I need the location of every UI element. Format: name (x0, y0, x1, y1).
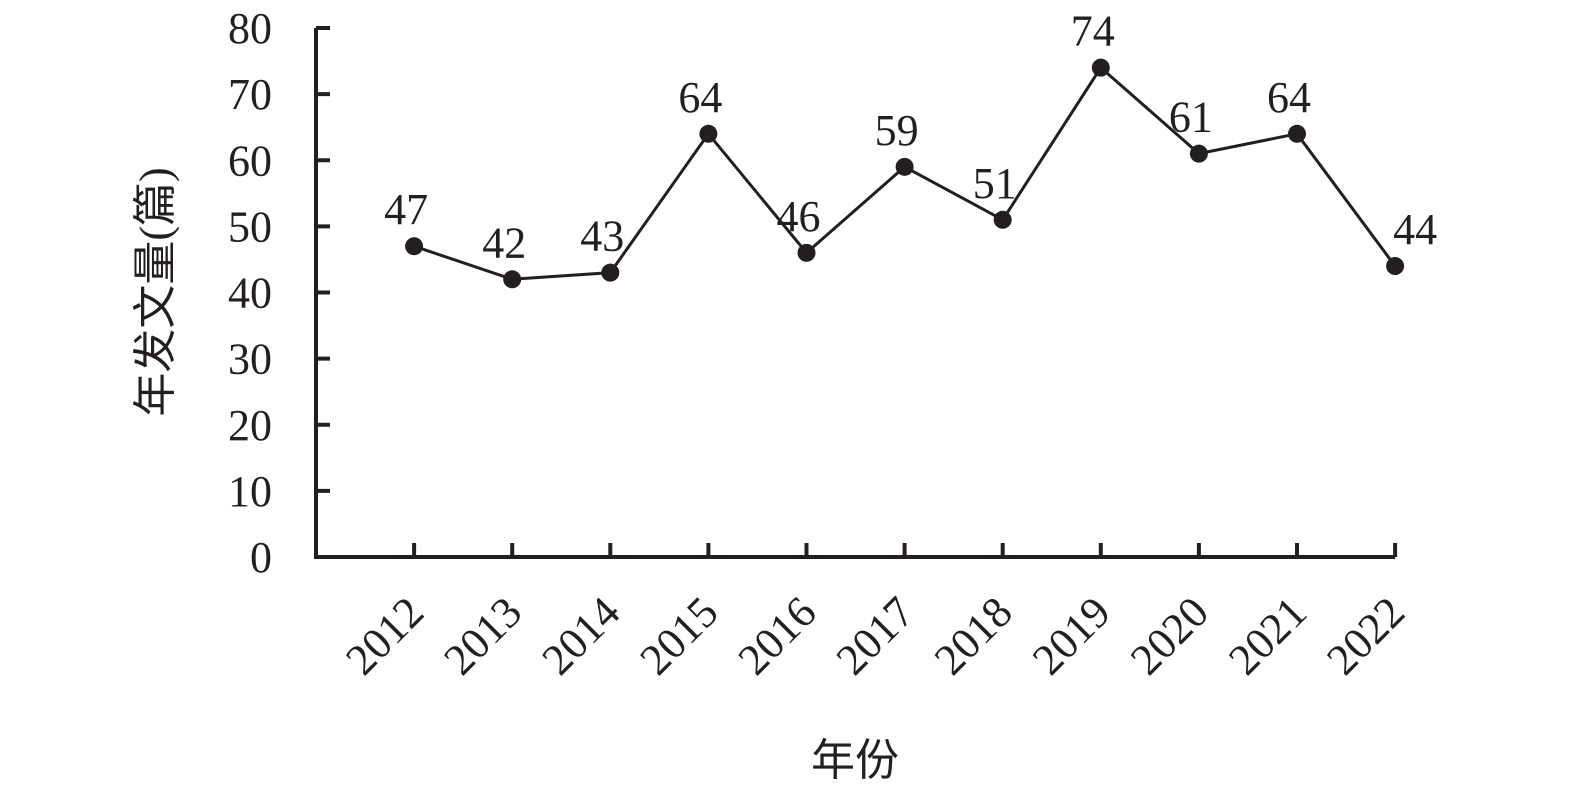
point (993, 210, 1012, 229)
data-label: 46 (777, 192, 821, 241)
y-tick-label: 10 (228, 467, 272, 516)
x-tick-label: 2021 (1219, 587, 1316, 684)
point (797, 243, 816, 262)
y-tick-label: 40 (228, 269, 272, 318)
x-tick-label: 2015 (631, 587, 728, 684)
data-label: 44 (1393, 205, 1437, 254)
data-label: 51 (973, 159, 1017, 208)
point (405, 237, 424, 256)
point (699, 124, 718, 143)
x-tick-label: 2018 (925, 587, 1022, 684)
data-label: 64 (1267, 73, 1311, 122)
x-tick-label: 2019 (1023, 587, 1120, 684)
data-label: 43 (580, 212, 624, 261)
y-tick-label: 50 (228, 202, 272, 251)
point (503, 270, 522, 289)
x-tick-label: 2020 (1121, 587, 1218, 684)
y-tick-label: 20 (228, 401, 272, 450)
y-axis-title: 年发文量(篇) (131, 167, 180, 416)
data-label: 64 (678, 73, 722, 122)
point (1091, 58, 1110, 77)
y-tick-label: 60 (228, 136, 272, 185)
y-tick-label: 70 (228, 70, 272, 119)
x-tick-label: 2014 (532, 587, 629, 684)
point (1386, 257, 1405, 276)
x-tick-label: 2022 (1317, 587, 1414, 684)
y-tick-label: 0 (250, 533, 272, 582)
data-label: 42 (482, 218, 526, 267)
point (1288, 124, 1306, 143)
y-tick-label: 30 (228, 335, 272, 384)
data-label: 61 (1169, 93, 1213, 142)
y-tick-label: 80 (228, 4, 272, 53)
x-tick-label: 2012 (336, 587, 433, 684)
point (601, 263, 620, 282)
x-tick-label: 2017 (827, 587, 924, 684)
point (1189, 144, 1208, 163)
x-tick-label: 2013 (434, 587, 531, 684)
point (895, 157, 914, 176)
x-tick-label: 2016 (729, 587, 826, 684)
data-label: 47 (384, 185, 428, 234)
data-label: 74 (1071, 7, 1115, 56)
x-axis-title: 年份 (811, 736, 899, 785)
data-label: 59 (875, 106, 919, 155)
